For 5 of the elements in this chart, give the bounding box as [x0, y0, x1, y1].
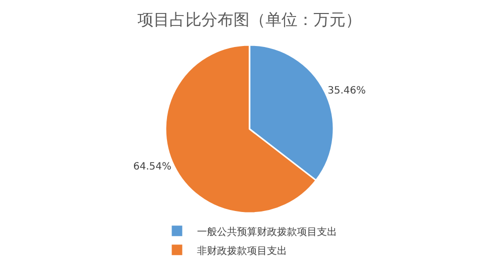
legend-label: 一般公共预算财政拨款项目支出: [197, 226, 337, 238]
legend-label: 非财政拨款项目支出: [197, 244, 287, 257]
chart-title: 项目占比分布图（单位：万元）: [138, 10, 362, 29]
data-label: 64.54%: [133, 162, 172, 173]
data-label: 35.46%: [328, 85, 366, 96]
